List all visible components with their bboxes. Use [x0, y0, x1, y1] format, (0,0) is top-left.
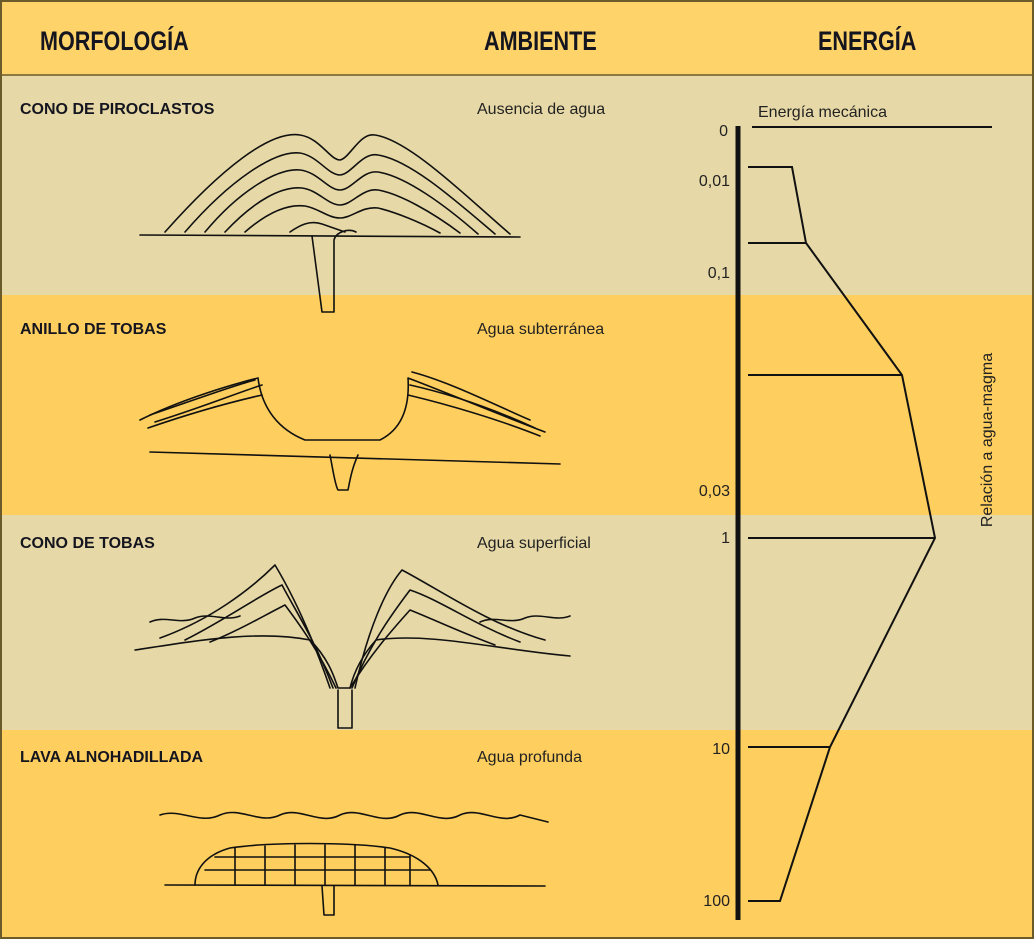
- column-header: MORFOLOGÍA: [40, 26, 189, 57]
- scale-label: 0,01: [699, 173, 730, 190]
- diagram: MORFOLOGÍA AMBIENTE ENERGÍA CONO DE PIRO…: [0, 0, 1034, 939]
- scale-label: 0,1: [708, 265, 730, 282]
- environment-label: Agua superficial: [477, 535, 591, 552]
- morphology-label: CONO DE PIROCLASTOS: [20, 101, 215, 118]
- environment-label: Agua profunda: [477, 749, 582, 766]
- environment-label: Agua subterránea: [477, 321, 604, 338]
- scale-label: 0: [719, 123, 728, 140]
- energy-axis-label: Relación a agua-magma: [979, 353, 996, 527]
- column-header: AMBIENTE: [484, 27, 597, 57]
- scale-label: 0,03: [699, 483, 730, 500]
- scale-label: 100: [703, 893, 730, 910]
- scale-label: 10: [712, 741, 730, 758]
- morphology-label: ANILLO DE TOBAS: [20, 321, 167, 338]
- morphology-label: LAVA ALNOHADILLADA: [20, 749, 204, 766]
- environment-label: Ausencia de agua: [477, 101, 605, 118]
- morphology-label: CONO DE TOBAS: [20, 535, 155, 552]
- scale-label: 1: [721, 530, 730, 547]
- column-header: ENERGÍA: [818, 26, 916, 57]
- energy-top-label: Energía mecánica: [758, 104, 887, 121]
